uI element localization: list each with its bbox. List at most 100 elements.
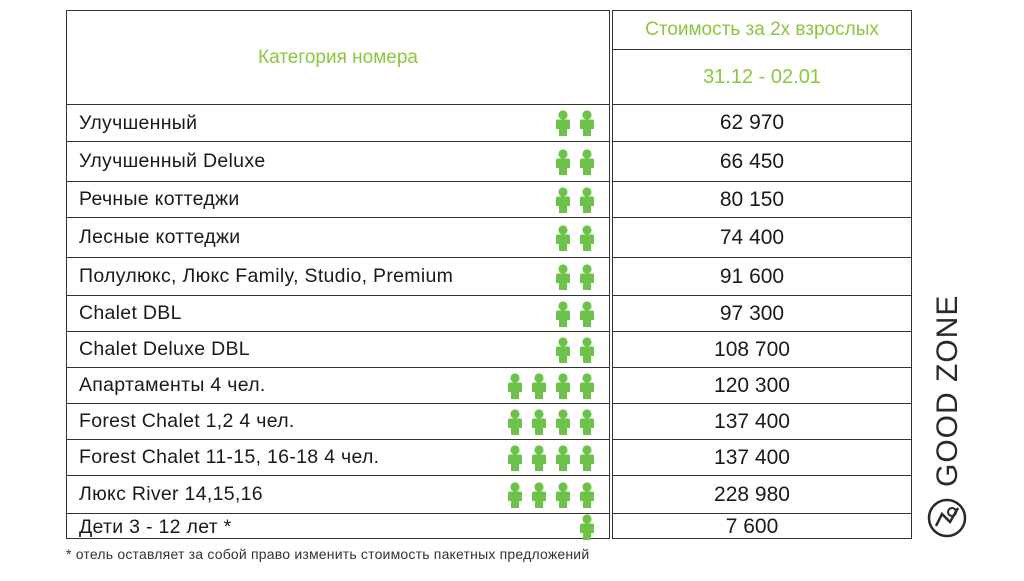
person-icon	[556, 300, 570, 327]
person-icon	[556, 110, 570, 136]
price-value: 91 600	[719, 264, 785, 288]
person-icon	[532, 444, 546, 471]
price-value: 80 150	[719, 187, 785, 211]
category-header: Категория номера	[258, 46, 418, 68]
person-icon	[580, 224, 594, 251]
person-icon	[556, 336, 570, 363]
person-icon	[580, 514, 594, 540]
category-row: Chalet DBL	[67, 295, 609, 331]
person-icon	[580, 444, 594, 471]
occupancy-icons	[553, 148, 609, 175]
price-row: 97 300	[613, 295, 911, 331]
price-value: 62 970	[719, 111, 785, 134]
person-icon	[532, 372, 546, 399]
price-value: 108 700	[714, 337, 790, 361]
category-name: Forest Chalet 1,2 4 чел.	[79, 410, 295, 432]
person-icon	[580, 372, 594, 399]
category-name: Улучшенный	[79, 111, 198, 134]
person-icon	[580, 336, 594, 363]
occupancy-icons	[553, 110, 609, 136]
person-icon	[556, 148, 570, 175]
price-value: 228 980	[714, 482, 790, 506]
category-name: Лесные коттеджи	[79, 226, 241, 248]
category-row: Лесные коттеджи	[67, 217, 609, 257]
footnote: * отель оставляет за собой право изменит…	[66, 546, 590, 562]
price-row: 120 300	[613, 367, 911, 403]
price-row: 62 970	[613, 104, 911, 141]
occupancy-icons	[553, 300, 609, 327]
category-name: Улучшенный Deluxe	[79, 150, 266, 172]
category-row: Люкс River 14,15,16	[67, 475, 609, 513]
occupancy-icons	[505, 408, 609, 435]
occupancy-icons	[505, 444, 609, 471]
person-icon	[580, 408, 594, 435]
person-icon	[556, 263, 570, 290]
person-icon	[556, 372, 570, 399]
category-name: Дети 3 - 12 лет *	[79, 515, 232, 538]
category-name: Forest Chalet 11-15, 16-18 4 чел.	[79, 446, 380, 468]
price-row: 66 450	[613, 141, 911, 181]
person-icon	[580, 148, 594, 175]
price-row: 137 400	[613, 403, 911, 439]
person-icon	[580, 300, 594, 327]
cost-header: Стоимость за 2х взрослых	[645, 19, 879, 40]
person-icon	[580, 186, 594, 213]
occupancy-icons	[577, 514, 609, 540]
category-row: Forest Chalet 1,2 4 чел.	[67, 403, 609, 439]
person-icon	[508, 408, 522, 435]
price-value: 66 450	[719, 149, 785, 173]
person-icon	[532, 408, 546, 435]
category-name: Речные коттеджи	[79, 188, 240, 210]
category-name: Chalet DBL	[79, 302, 182, 324]
occupancy-icons	[553, 186, 609, 213]
price-row: 108 700	[613, 331, 911, 367]
person-icon	[580, 110, 594, 136]
price-value: 137 400	[714, 409, 790, 433]
category-name: Chalet Deluxe DBL	[79, 338, 250, 360]
price-row: 137 400	[613, 439, 911, 475]
price-value: 120 300	[714, 373, 790, 397]
person-icon	[580, 481, 594, 508]
occupancy-icons	[505, 481, 609, 508]
occupancy-icons	[553, 263, 609, 290]
category-row: Улучшенный Deluxe	[67, 141, 609, 181]
brand-logo: GOOD ZONE	[922, 282, 972, 542]
brand-name: GOOD ZONE	[931, 295, 964, 487]
category-row: Улучшенный	[67, 104, 609, 141]
price-value: 74 400	[719, 225, 785, 249]
person-icon	[508, 372, 522, 399]
person-icon	[556, 481, 570, 508]
price-value: 7 600	[725, 515, 779, 538]
category-row: Forest Chalet 11-15, 16-18 4 чел.	[67, 439, 609, 475]
price-value: 137 400	[714, 445, 790, 469]
price-table: Стоимость за 2х взрослых 31.12 - 02.01 6…	[612, 10, 912, 539]
occupancy-icons	[553, 224, 609, 251]
person-icon	[508, 481, 522, 508]
good-zone-logo-icon: GOOD ZONE	[927, 295, 967, 538]
price-row: 228 980	[613, 475, 911, 513]
person-icon	[556, 224, 570, 251]
price-row: 80 150	[613, 181, 911, 217]
person-icon	[556, 444, 570, 471]
category-row: Речные коттеджи	[67, 181, 609, 217]
category-row: Апартаменты 4 чел.	[67, 367, 609, 403]
date-range-header: 31.12 - 02.01	[613, 49, 911, 105]
category-name: Полулюкс, Люкс Family, Studio, Premium	[79, 265, 454, 287]
occupancy-icons	[505, 372, 609, 399]
room-category-table: Категория номера Улучшенный Улучшенный De…	[66, 10, 610, 540]
price-row: 74 400	[613, 217, 911, 257]
price-row: 7 600	[613, 513, 911, 540]
person-icon	[532, 481, 546, 508]
category-row: Chalet Deluxe DBL	[67, 331, 609, 367]
price-row: 91 600	[613, 257, 911, 295]
price-value: 97 300	[719, 301, 785, 325]
person-icon	[508, 444, 522, 471]
occupancy-icons	[553, 336, 609, 363]
category-name: Апартаменты 4 чел.	[79, 374, 266, 396]
person-icon	[556, 408, 570, 435]
category-name: Люкс River 14,15,16	[79, 483, 263, 505]
person-icon	[556, 186, 570, 213]
person-icon	[580, 263, 594, 290]
category-row: Полулюкс, Люкс Family, Studio, Premium	[67, 257, 609, 295]
category-row: Дети 3 - 12 лет *	[67, 513, 609, 540]
